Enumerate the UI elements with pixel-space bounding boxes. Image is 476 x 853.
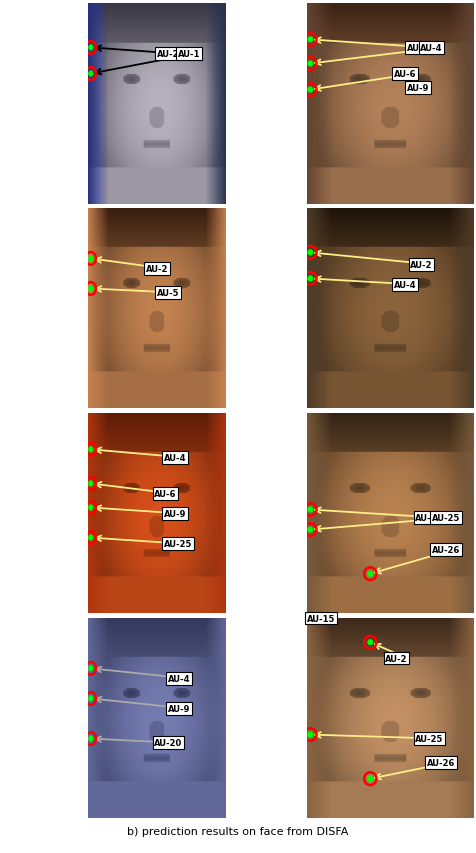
- Circle shape: [307, 88, 313, 93]
- Text: AU-15: AU-15: [307, 614, 336, 623]
- Text: AU-4: AU-4: [420, 44, 443, 53]
- Circle shape: [89, 287, 93, 292]
- Text: AU-25: AU-25: [164, 539, 192, 548]
- Circle shape: [307, 732, 313, 738]
- Text: AU-25: AU-25: [415, 734, 444, 743]
- Text: AU-2: AU-2: [410, 261, 433, 270]
- Circle shape: [307, 527, 313, 533]
- Circle shape: [307, 508, 313, 513]
- Text: AU-4: AU-4: [168, 674, 190, 683]
- Circle shape: [89, 736, 93, 741]
- Text: AU-1: AU-1: [407, 44, 429, 53]
- Text: AU-26: AU-26: [432, 546, 460, 554]
- Text: AU-9: AU-9: [407, 84, 429, 93]
- Text: AU-6: AU-6: [154, 490, 177, 498]
- Text: AU-9: AU-9: [168, 704, 190, 713]
- Circle shape: [89, 447, 93, 453]
- Circle shape: [89, 481, 93, 486]
- Circle shape: [89, 257, 93, 262]
- Text: AU-6: AU-6: [394, 70, 416, 79]
- Circle shape: [307, 61, 313, 67]
- Text: AU-2: AU-2: [146, 264, 169, 274]
- Circle shape: [307, 276, 313, 281]
- Text: AU-20: AU-20: [154, 738, 183, 747]
- Circle shape: [367, 640, 373, 645]
- Text: AU-4: AU-4: [394, 281, 416, 290]
- Text: AU-5: AU-5: [157, 288, 179, 298]
- Text: AU-1: AU-1: [178, 49, 200, 59]
- Text: AU-26: AU-26: [427, 758, 456, 767]
- Text: b) prediction results on face from DISFA: b) prediction results on face from DISFA: [127, 826, 349, 836]
- Text: AU-25: AU-25: [432, 514, 460, 522]
- Circle shape: [89, 72, 93, 77]
- Circle shape: [307, 38, 313, 44]
- Text: AU-2: AU-2: [157, 49, 179, 59]
- Circle shape: [89, 535, 93, 541]
- Text: AU-4: AU-4: [164, 453, 187, 462]
- Circle shape: [89, 505, 93, 511]
- Circle shape: [89, 666, 93, 671]
- Circle shape: [367, 572, 373, 577]
- Text: AU-6: AU-6: [415, 514, 438, 522]
- Text: AU-9: AU-9: [164, 509, 187, 519]
- Circle shape: [89, 696, 93, 701]
- Text: AU-2: AU-2: [386, 654, 408, 663]
- Circle shape: [367, 776, 373, 781]
- Circle shape: [307, 250, 313, 256]
- Circle shape: [89, 45, 93, 51]
